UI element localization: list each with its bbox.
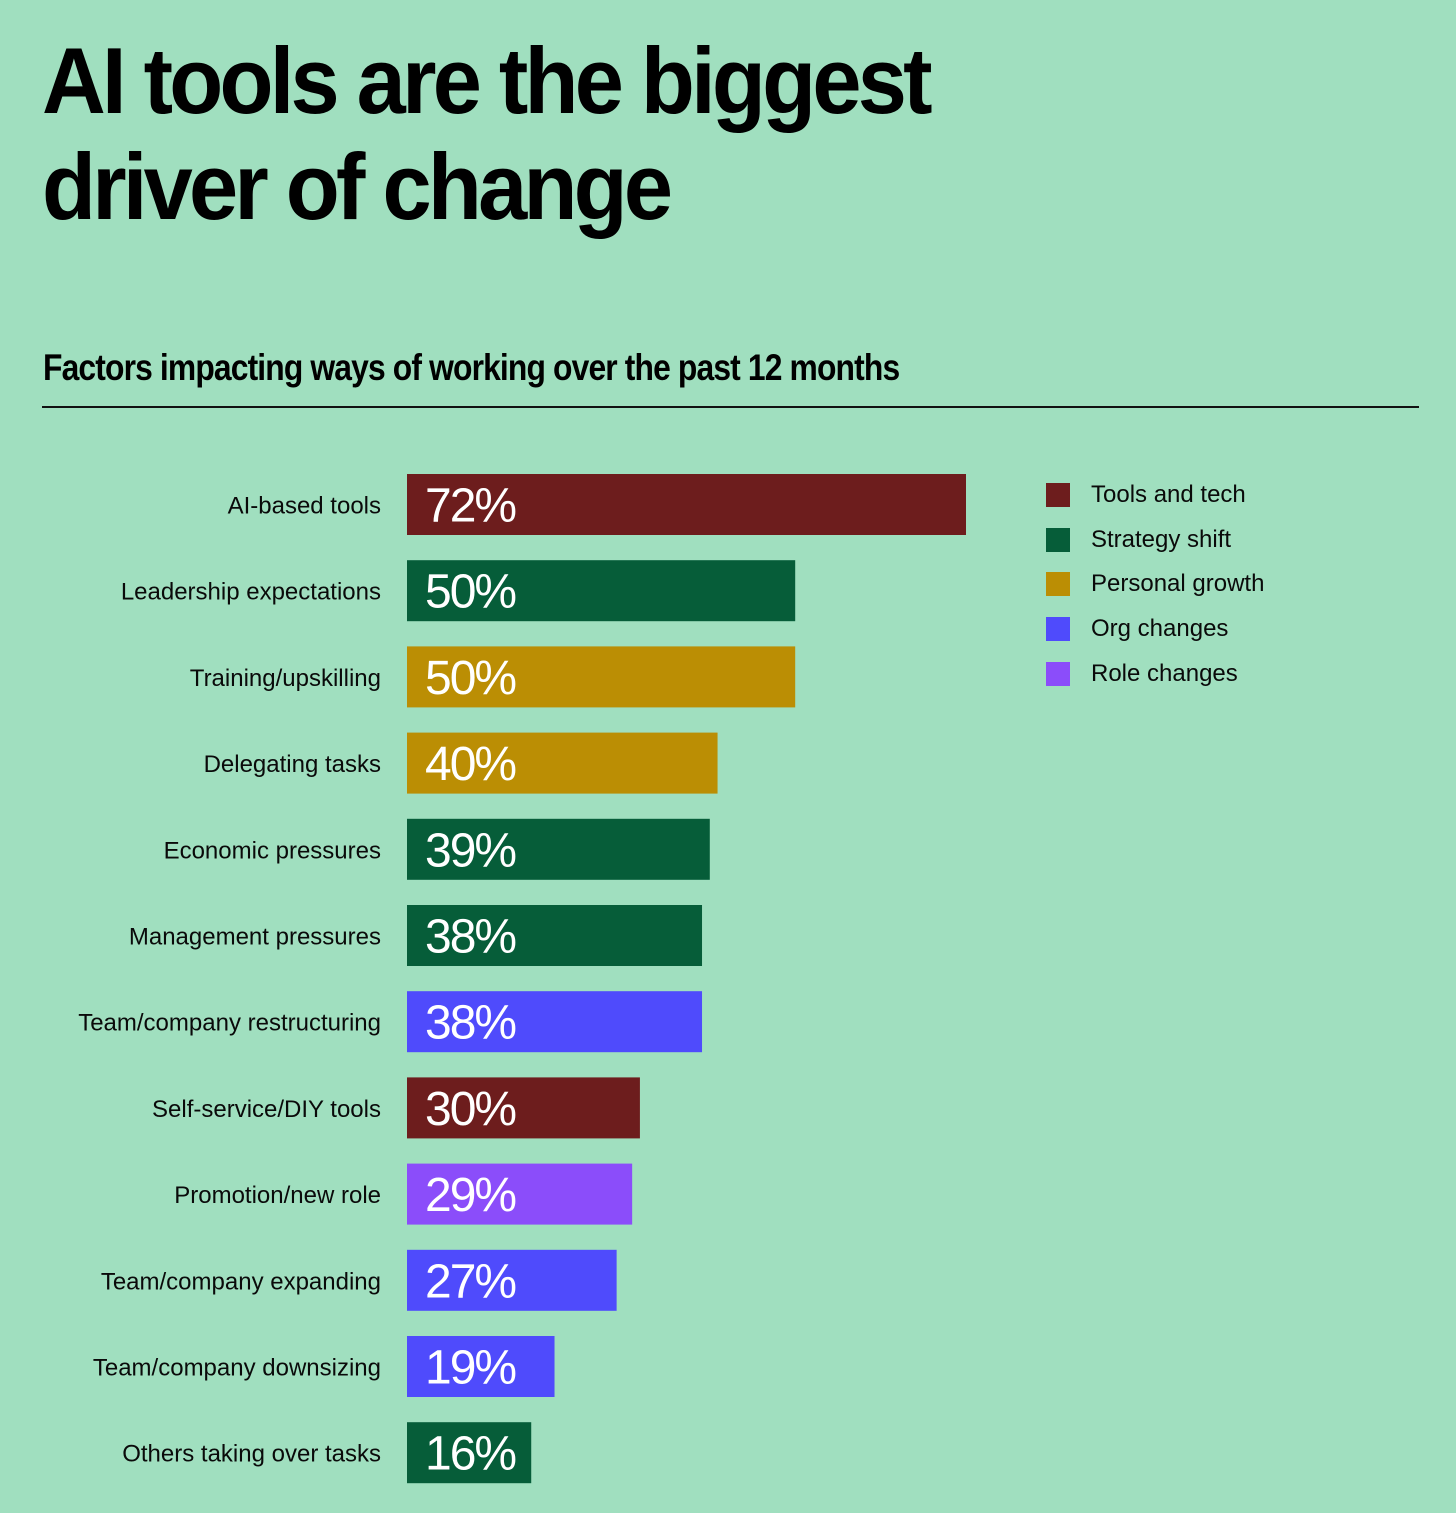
category-label: Leadership expectations [121, 579, 381, 606]
bar-7 [407, 1077, 640, 1139]
chart-subtitle: Factors impacting ways of working over t… [43, 347, 900, 388]
legend-item: Org changes [1046, 607, 1264, 652]
value-label: 19% [425, 1342, 515, 1395]
legend-item: Personal growth [1046, 562, 1264, 607]
legend-label: Strategy shift [1091, 525, 1232, 553]
category-label: Team/company downsizing [93, 1355, 381, 1382]
category-label: Promotion/new role [174, 1182, 381, 1209]
bar-chart: AI-based tools 72% Leadership expectations… [78, 474, 966, 1484]
legend-item: Role changes [1046, 651, 1264, 696]
bar-3 [407, 732, 718, 794]
value-label: 29% [425, 1169, 515, 1222]
value-label: 16% [425, 1428, 515, 1481]
value-label: 39% [425, 824, 515, 877]
category-label: Delegating tasks [204, 751, 381, 778]
category-label: Team/company expanding [101, 1268, 381, 1295]
category-label: Others taking over tasks [122, 1441, 381, 1468]
legend-label: Role changes [1091, 659, 1238, 687]
legend-label: Org changes [1091, 615, 1229, 643]
legend-swatch [1046, 527, 1070, 552]
category-label: Self-service/DIY tools [152, 1096, 381, 1123]
bar-4 [407, 818, 710, 880]
legend-item: Tools and tech [1046, 473, 1264, 518]
bar-1 [407, 560, 796, 622]
bar-9 [407, 1249, 617, 1311]
value-label: 50% [425, 566, 515, 619]
bar-0 [407, 474, 966, 535]
value-label: 38% [425, 997, 515, 1050]
value-label: 72% [425, 480, 515, 533]
legend-swatch [1046, 617, 1070, 642]
legend-swatch [1046, 572, 1070, 597]
bar-10 [407, 1336, 555, 1397]
category-label: Management pressures [129, 924, 381, 951]
legend: Tools and tech Strategy shift Personal gro… [1046, 473, 1264, 696]
bar-8 [407, 1163, 633, 1225]
value-label: 40% [425, 738, 515, 791]
category-label: AI-based tools [228, 493, 381, 520]
category-label: Team/company restructuring [78, 1010, 381, 1037]
bar-5 [407, 905, 703, 966]
value-label: 50% [425, 652, 515, 705]
bar-6 [407, 991, 703, 1053]
value-label: 30% [425, 1083, 515, 1136]
value-label: 38% [425, 911, 515, 964]
bar-11 [407, 1422, 532, 1484]
chart-title: AI tools are the biggest driver of chang… [42, 28, 933, 239]
legend-label: Tools and tech [1091, 481, 1246, 509]
legend-swatch [1046, 483, 1070, 508]
subtitle-divider [42, 406, 1419, 408]
category-label: Training/upskilling [190, 665, 381, 692]
legend-item: Strategy shift [1046, 518, 1264, 563]
value-label: 27% [425, 1255, 515, 1308]
legend-label: Personal growth [1091, 570, 1265, 598]
legend-swatch [1046, 661, 1070, 686]
category-label: Economic pressures [164, 837, 381, 864]
bar-2 [407, 646, 796, 708]
